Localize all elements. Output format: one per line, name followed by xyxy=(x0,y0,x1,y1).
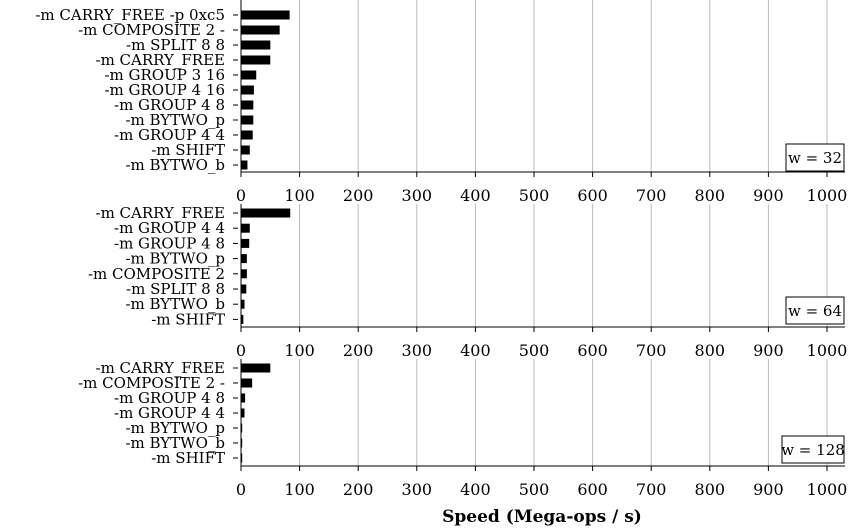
chart-3-xtick-label: 800 xyxy=(695,480,726,499)
chart-2-label-box xyxy=(785,296,845,325)
chart-1-panel-label: w = 32 xyxy=(788,149,842,167)
chart-3-category-label: -m BYTWO_b xyxy=(125,434,225,452)
chart-2-xtick-label: 200 xyxy=(343,341,374,360)
chart-3-xtick-label: 500 xyxy=(519,480,550,499)
chart-3-xtick-label: 0 xyxy=(236,480,246,499)
chart-1-category-label: -m GROUP 4 16 xyxy=(104,81,225,99)
chart-1-bar xyxy=(241,100,254,110)
chart-2-bar xyxy=(241,238,250,248)
chart-2-category-label: -m SHIFT xyxy=(151,310,225,328)
chart-2-category-label: -m GROUP 4 4 xyxy=(114,219,225,237)
chart-1-bar xyxy=(241,115,254,125)
chart-3-category-label: -m COMPOSITE 2 - xyxy=(78,374,225,392)
chart-2-xtick-label: 300 xyxy=(402,341,433,360)
chart-2-category-label: -m BYTWO_b xyxy=(125,295,225,313)
chart-2-category-label: -m BYTWO_p xyxy=(125,250,225,268)
chart-3-xtick-label: 1000 xyxy=(807,480,848,499)
chart-1-category-label: -m BYTWO_b xyxy=(125,156,225,174)
chart-1-category-label: -m GROUP 4 4 xyxy=(114,126,225,144)
chart-3-category-label: -m GROUP 4 8 xyxy=(114,389,225,407)
chart-1-category-label: -m SHIFT xyxy=(151,141,225,159)
chart-1-xtick-label: 600 xyxy=(577,186,608,205)
chart-1-bar xyxy=(241,55,271,65)
chart-3-xtick-label: 300 xyxy=(402,480,433,499)
chart-3-bar xyxy=(241,363,271,373)
chart-1-bar xyxy=(241,145,250,155)
chart-2-xtick-label: 600 xyxy=(577,341,608,360)
chart-2-category-label: -m CARRY_FREE xyxy=(96,204,226,222)
chart-2-bar xyxy=(241,314,244,324)
chart-1-category-label: -m GROUP 3 16 xyxy=(104,66,225,84)
chart-1-bar xyxy=(241,85,254,95)
chart-3-xtick-label: 400 xyxy=(460,480,491,499)
chart-3-label-box xyxy=(781,435,845,464)
chart-1-category-label: -m CARRY_FREE xyxy=(96,51,226,69)
chart-1-bar xyxy=(241,10,290,20)
chart-3-xtick-label: 100 xyxy=(284,480,315,499)
chart-3-xtick-label: 900 xyxy=(753,480,784,499)
chart-3-bar xyxy=(241,408,245,418)
chart-1-xtick-label: 200 xyxy=(343,186,374,205)
chart-1-category-label: -m BYTWO_p xyxy=(125,111,225,129)
chart-1-xtick-label: 1000 xyxy=(807,186,848,205)
x-axis-title: Speed (Mega-ops / s) xyxy=(442,507,642,527)
chart-2-bar xyxy=(241,223,250,233)
chart-1-bar xyxy=(241,130,253,140)
chart-1-bar xyxy=(241,70,257,80)
chart-2-xtick-label: 0 xyxy=(236,341,246,360)
chart-3-category-label: -m CARRY_FREE xyxy=(96,359,226,377)
chart-3-category-label: -m SHIFT xyxy=(151,449,225,467)
chart-3-bar xyxy=(241,393,246,403)
chart-1-xtick-label: 0 xyxy=(236,186,246,205)
chart-1-bar xyxy=(241,40,271,50)
chart-2-xtick-label: 400 xyxy=(460,341,491,360)
chart-3-category-label: -m GROUP 4 4 xyxy=(114,404,225,422)
chart-2-category-label: -m SPLIT 8 8 xyxy=(126,280,225,298)
chart-2-xtick-label: 500 xyxy=(519,341,550,360)
chart-1-bar xyxy=(241,160,248,170)
chart-2-category-label: -m GROUP 4 8 xyxy=(114,234,225,252)
chart-3-xtick-label: 600 xyxy=(577,480,608,499)
chart-2-bar xyxy=(241,299,245,309)
chart-3-bar xyxy=(241,453,243,463)
chart-2-bar xyxy=(241,269,247,279)
chart-2-xtick-label: 800 xyxy=(695,341,726,360)
chart-1-bar xyxy=(241,25,280,35)
chart-1-xtick-label: 500 xyxy=(519,186,550,205)
chart-3-panel-label: w = 128 xyxy=(781,441,845,459)
chart-3-xtick-label: 200 xyxy=(343,480,374,499)
chart-1-category-label: -m SPLIT 8 8 xyxy=(126,36,225,54)
chart-1-xtick-label: 900 xyxy=(753,186,784,205)
chart-2-xtick-label: 700 xyxy=(636,341,667,360)
chart-2-panel-label: w = 64 xyxy=(788,302,842,320)
chart-1-category-label: -m GROUP 4 8 xyxy=(114,96,225,114)
chart-1-category-label: -m CARRY_FREE -p 0xc5 xyxy=(35,6,225,24)
chart-1-xtick-label: 400 xyxy=(460,186,491,205)
chart-2-bar xyxy=(241,208,291,218)
chart-2-xtick-label: 100 xyxy=(284,341,315,360)
chart-1-label-box xyxy=(785,143,845,172)
chart-3-category-label: -m BYTWO_p xyxy=(125,419,225,437)
chart-2-xtick-label: 900 xyxy=(753,341,784,360)
chart-1-category-label: -m COMPOSITE 2 - xyxy=(78,21,225,39)
chart-2-category-label: -m COMPOSITE 2 xyxy=(88,265,225,283)
chart-1-xtick-label: 800 xyxy=(695,186,726,205)
chart-2-bar xyxy=(241,284,247,294)
chart-3-bar xyxy=(241,378,253,388)
chart-3-bar xyxy=(241,438,243,448)
chart-2-bar xyxy=(241,254,247,264)
chart-1-xtick-label: 300 xyxy=(402,186,433,205)
chart-3-bar xyxy=(241,423,243,433)
chart-1-xtick-label: 100 xyxy=(284,186,315,205)
chart-3-xtick-label: 700 xyxy=(636,480,667,499)
chart-2-xtick-label: 1000 xyxy=(807,341,848,360)
chart-1-xtick-label: 700 xyxy=(636,186,667,205)
